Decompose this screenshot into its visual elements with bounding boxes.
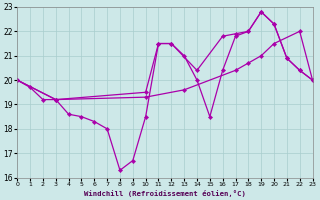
- X-axis label: Windchill (Refroidissement éolien,°C): Windchill (Refroidissement éolien,°C): [84, 190, 246, 197]
